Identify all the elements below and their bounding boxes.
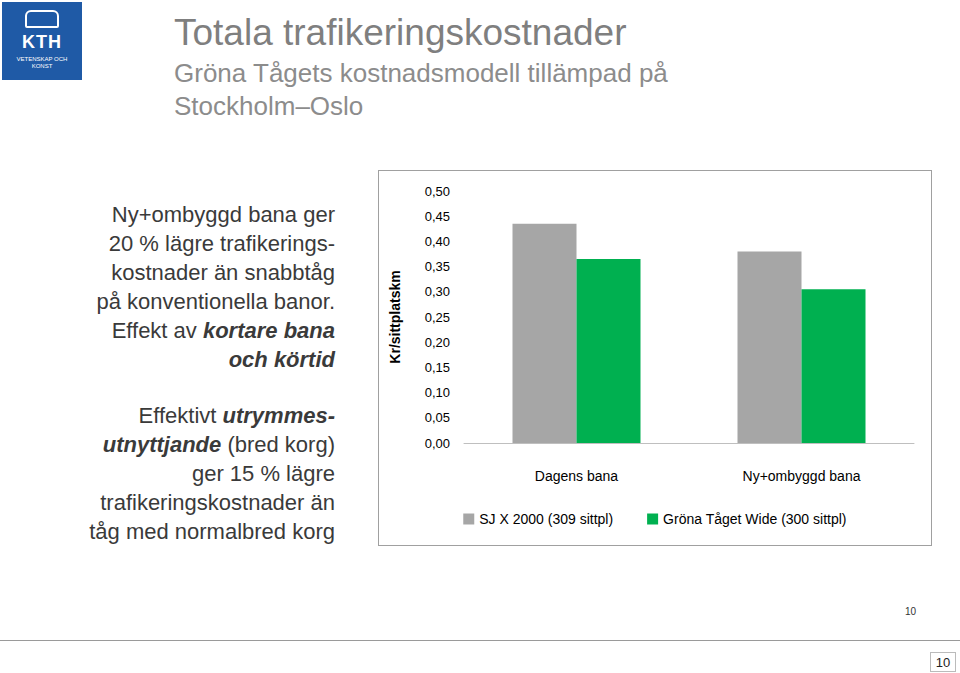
html-text:tåg med normalbred korg: tåg med normalbred korg: [89, 519, 335, 544]
html-text:på konventionella banor.: på konventionella banor.: [96, 289, 335, 314]
svg-text:0,05: 0,05: [425, 410, 450, 425]
svg-text:0,50: 0,50: [425, 184, 450, 199]
html-text:kostnader än snabbtåg: kostnader än snabbtåg: [111, 260, 335, 285]
svg-text:SJ X 2000 (309 sittpl): SJ X 2000 (309 sittpl): [479, 511, 613, 527]
html-text:Stockholm–Oslo: Stockholm–Oslo: [174, 91, 364, 121]
svg-text:0,40: 0,40: [425, 234, 450, 249]
html-text:VETENSKAP OCH KONST: VETENSKAP OCH KONST: [16, 56, 68, 69]
html-text:utnyttjande (bred korg): utnyttjande (bred korg): [102, 432, 335, 457]
svg-text:0,25: 0,25: [425, 310, 450, 325]
html-text:Totala trafikeringskostnader: Totala trafikeringskostnader: [174, 12, 627, 53]
html-text:KTH: KTH: [22, 32, 62, 52]
svg-text:0,00: 0,00: [425, 436, 450, 451]
svg-text:0,20: 0,20: [425, 335, 450, 350]
svg-text:Ny+ombyggd bana: Ny+ombyggd bana: [743, 468, 861, 484]
html-text:ger 15 % lägre: ger 15 % lägre: [191, 461, 335, 486]
html-text:10: 10: [905, 606, 917, 617]
html-text:Effektivt utrymmes-: Effektivt utrymmes-: [138, 403, 335, 428]
svg-text:Kr/sittplatskm: Kr/sittplatskm: [387, 270, 403, 363]
svg-text:Dagens bana: Dagens bana: [535, 468, 619, 484]
html-text:Gröna Tågets kostnadsmodell ti: Gröna Tågets kostnadsmodell tillämpad på: [174, 58, 668, 88]
svg-text:0,30: 0,30: [425, 284, 450, 299]
html-text:10: 10: [935, 655, 951, 670]
svg-text:0,15: 0,15: [425, 360, 450, 375]
html-text:Ny+ombyggd bana ger: Ny+ombyggd bana ger: [111, 202, 335, 227]
html-text:och körtid: och körtid: [228, 347, 335, 372]
svg-text:Gröna Tåget Wide (300 sittpl): Gröna Tåget Wide (300 sittpl): [663, 511, 846, 527]
svg-text:0,45: 0,45: [425, 209, 450, 224]
svg-text:0,35: 0,35: [425, 259, 450, 274]
html-text:trafikeringskostnader än: trafikeringskostnader än: [100, 490, 335, 515]
html-text:Effekt av kortare bana: Effekt av kortare bana: [111, 318, 335, 343]
svg-text:0,10: 0,10: [425, 385, 450, 400]
html-text:20 % lägre trafikerings-: 20 % lägre trafikerings-: [108, 231, 335, 256]
